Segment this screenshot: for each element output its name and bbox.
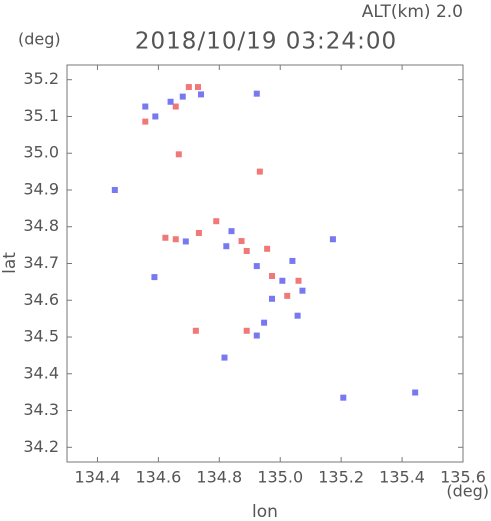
echo-point [243,327,250,334]
y-tick-label: 34.8 [23,216,59,235]
echo-point [221,354,228,361]
echo-point [151,274,158,281]
y-unit: (deg) [18,30,61,49]
echo-point [198,91,205,98]
y-tick-label: 34.7 [23,253,59,272]
echo-point [185,84,192,91]
echo-point [253,90,260,97]
y-tick-label: 35.1 [23,106,59,125]
echo-point [238,238,245,245]
echo-point [194,84,201,91]
echo-point [269,272,276,279]
echo-point [256,168,263,175]
echo-point [179,93,186,100]
echo-point [264,245,271,252]
echo-point [152,113,159,120]
y-tick-label: 34.3 [23,400,59,419]
x-tick-label: 134.8 [196,468,242,487]
x-tick-label: 135.2 [318,468,364,487]
echo-point [243,248,250,255]
echo-point [172,236,179,243]
echo-point [253,332,260,339]
echo-point [412,389,419,396]
x-tick-label: 134.6 [135,468,181,487]
echo-point [213,218,220,225]
echo-point [289,257,296,264]
y-tick-label: 34.9 [23,179,59,198]
x-tick-label: 135.4 [379,468,425,487]
plot-frame [66,64,464,463]
subtitle: ALT(km) 2.0 [362,2,463,22]
echo-point [228,228,235,235]
echo-point [162,234,169,241]
echo-point [142,118,149,125]
echo-point [299,287,306,294]
y-tick-label: 34.2 [23,437,59,456]
echo-point [192,327,199,334]
echo-point [175,151,182,158]
echo-point [111,186,118,193]
y-tick-label: 34.5 [23,327,59,346]
x-tick-label: 134.4 [75,468,121,487]
echo-point [167,98,174,105]
y-tick-label: 34.4 [23,363,59,382]
x-axis-title: lon [252,502,278,521]
y-tick-label: 34.6 [23,290,59,309]
echo-point [329,236,336,243]
echo-point [223,243,230,250]
echo-point [182,238,189,245]
echo-point [253,263,260,270]
echo-point [172,103,179,110]
y-tick-label: 35.2 [23,69,59,88]
chart-title: 2018/10/19 03:24:00 [135,29,397,55]
echo-point [142,103,149,110]
echo-point [295,277,302,284]
y-tick-label: 35.0 [23,143,59,162]
y-axis-title: lat [0,252,20,274]
echo-point [279,277,286,284]
echo-point [340,394,347,401]
echo-point [269,295,276,302]
x-tick-label: 135.0 [257,468,303,487]
x-unit: (deg) [446,482,489,501]
x-tick-label: 135.6 [440,468,486,487]
echo-point [195,229,202,236]
echo-point [284,292,291,299]
echo-point [294,312,301,319]
echo-point [261,319,268,326]
